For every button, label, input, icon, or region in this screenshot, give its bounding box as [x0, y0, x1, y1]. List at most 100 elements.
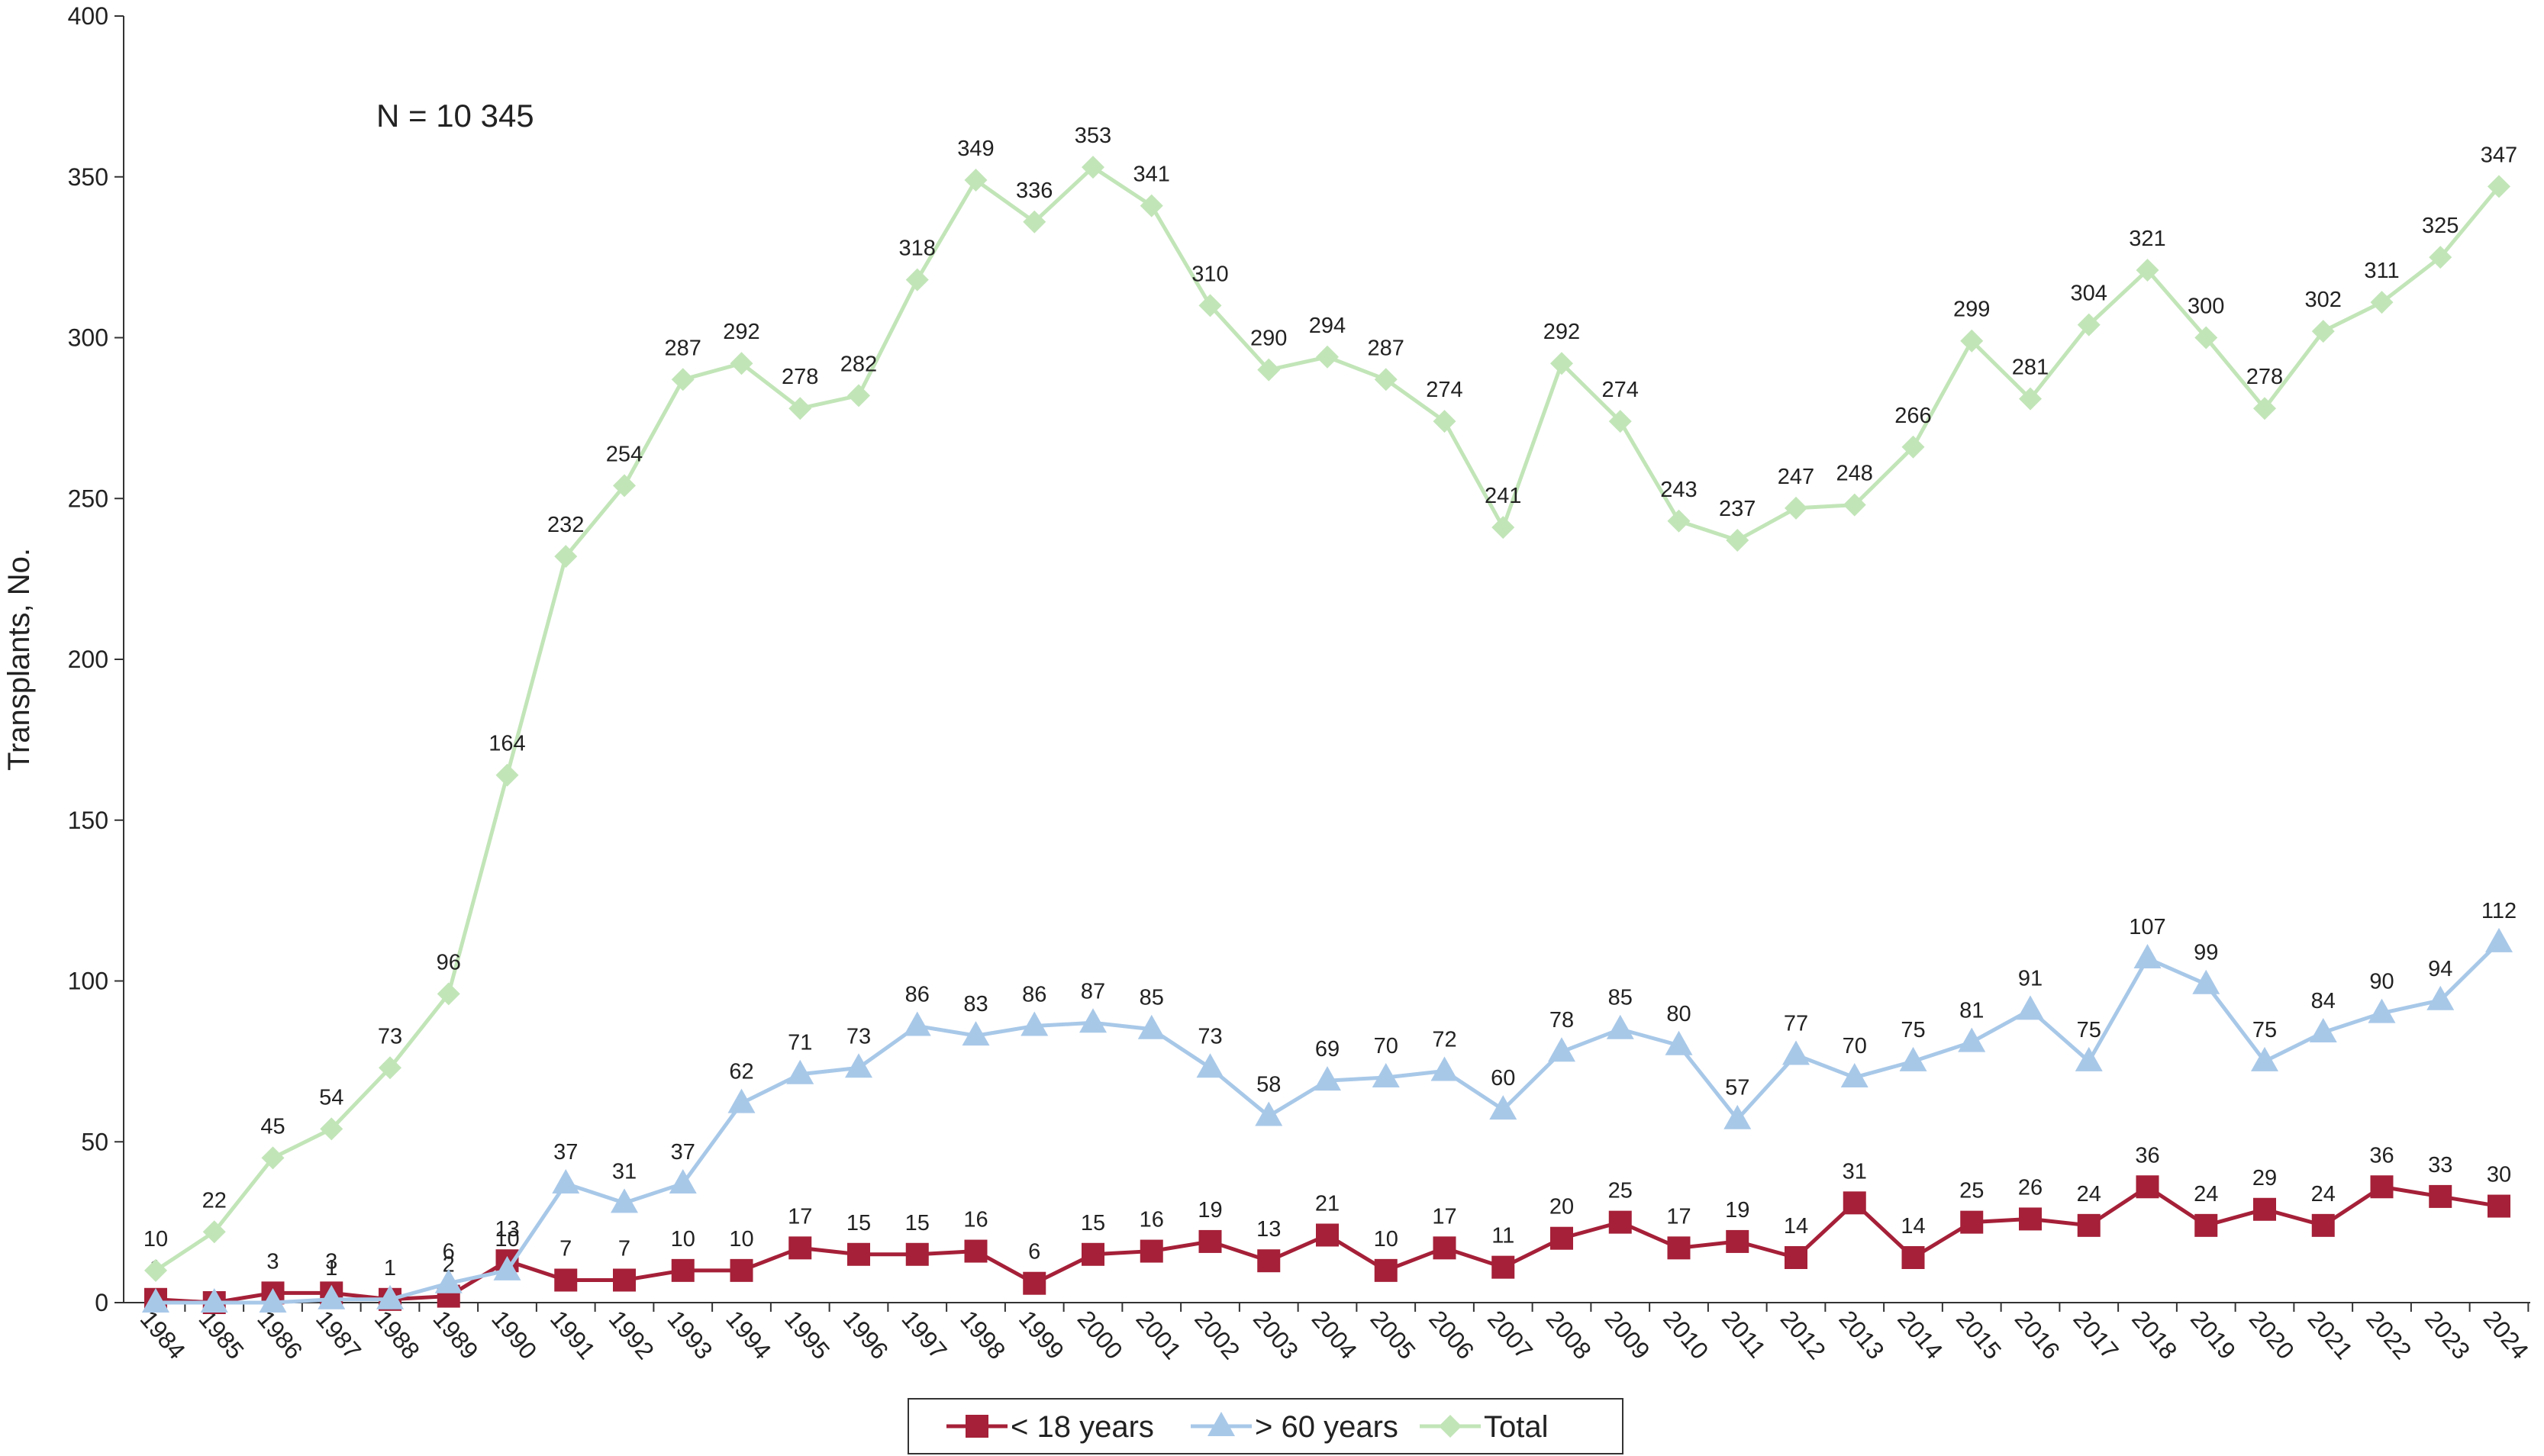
x-tick-label: 1995 — [779, 1305, 835, 1364]
data-point — [1665, 1030, 1693, 1055]
data-point — [1550, 352, 1573, 375]
data-point — [905, 1242, 929, 1266]
data-point — [2311, 320, 2335, 343]
data-label: 31 — [1843, 1159, 1867, 1184]
data-label: 254 — [606, 442, 643, 466]
data-point — [1316, 345, 1339, 369]
data-point — [1608, 1210, 1632, 1234]
data-label: 21 — [1315, 1191, 1340, 1216]
x-tick-label: 1984 — [135, 1305, 191, 1364]
data-point — [1198, 1229, 1222, 1253]
data-point — [434, 1268, 463, 1293]
data-point — [1491, 1255, 1515, 1279]
data-point — [1901, 1245, 1925, 1269]
data-point — [2488, 1194, 2510, 1218]
data-point — [1785, 496, 1807, 520]
x-tick-label: 2023 — [2420, 1305, 2475, 1364]
data-label: 10 — [143, 1227, 168, 1251]
data-label: 292 — [1543, 320, 1580, 344]
data-label: 15 — [846, 1211, 871, 1235]
annotation: N = 10 345 — [376, 98, 534, 134]
x-tick-label: 2008 — [1541, 1305, 1597, 1364]
x-tick-label: 2019 — [2185, 1305, 2241, 1364]
data-label: 287 — [1368, 336, 1404, 360]
data-point — [613, 1268, 636, 1292]
data-label: 341 — [1133, 163, 1170, 187]
data-point — [964, 168, 988, 192]
data-label: 243 — [1660, 478, 1697, 502]
data-label: 3 — [325, 1249, 337, 1274]
data-label: 75 — [1901, 1018, 1925, 1042]
data-point — [2194, 1213, 2218, 1237]
data-point — [1140, 1239, 1163, 1263]
data-point — [2426, 985, 2455, 1010]
data-point — [2075, 1046, 2103, 1071]
data-label: 294 — [1309, 314, 1346, 338]
data-label: 325 — [2422, 214, 2459, 238]
data-point — [495, 763, 519, 787]
data-label: 94 — [2428, 957, 2452, 981]
legend-marker — [1208, 1412, 1235, 1436]
data-label: 17 — [1666, 1204, 1691, 1229]
data-label: 15 — [1081, 1211, 1105, 1235]
data-point — [1843, 493, 1866, 517]
data-point — [259, 1288, 287, 1313]
data-point — [1316, 1223, 1339, 1247]
data-point — [1960, 329, 1984, 353]
data-label: 290 — [1250, 327, 1287, 351]
data-label: 69 — [1315, 1037, 1340, 1061]
y-axis-label: Transplants, No. — [2, 548, 36, 771]
data-point — [376, 1284, 404, 1309]
x-tick-label: 1998 — [955, 1305, 1011, 1364]
data-point — [1140, 194, 1163, 217]
data-point — [202, 1220, 226, 1244]
data-label: 24 — [2077, 1182, 2101, 1206]
x-tick-label: 2009 — [1599, 1305, 1655, 1364]
x-tick-label: 2011 — [1717, 1305, 1772, 1363]
data-point — [2253, 397, 2276, 420]
data-label: 278 — [2246, 365, 2283, 389]
legend-box — [908, 1398, 1623, 1454]
data-point — [730, 352, 753, 375]
data-point — [1608, 410, 1632, 433]
data-point — [1372, 1062, 1400, 1087]
x-tick-label: 2005 — [1365, 1305, 1420, 1364]
data-point — [2309, 1017, 2337, 1042]
x-tick-label: 2018 — [2126, 1305, 2182, 1364]
legend-marker — [1439, 1415, 1462, 1438]
data-label: 24 — [2194, 1182, 2218, 1206]
data-point — [1785, 1245, 1807, 1269]
data-point — [2429, 246, 2452, 269]
data-point — [1430, 1056, 1459, 1081]
y-tick-label: 150 — [68, 807, 108, 834]
data-point — [847, 1242, 870, 1266]
data-label: 11 — [1491, 1224, 1514, 1248]
x-tick-label: 1989 — [427, 1305, 483, 1364]
data-point — [1491, 516, 1515, 540]
data-label: 73 — [378, 1024, 402, 1049]
data-label: 37 — [671, 1140, 695, 1164]
data-point — [1958, 1027, 1986, 1052]
x-tick-label: 2010 — [1658, 1305, 1714, 1364]
data-point — [2192, 969, 2220, 994]
data-label: 25 — [1608, 1179, 1633, 1203]
data-point — [1079, 1008, 1107, 1033]
data-point — [1082, 156, 1104, 179]
x-tick-label: 2016 — [2010, 1305, 2065, 1364]
data-label: 164 — [488, 732, 525, 756]
x-tick-label: 2024 — [2478, 1305, 2534, 1364]
data-point — [2251, 1046, 2278, 1071]
y-tick-label: 400 — [68, 2, 108, 30]
data-point — [1433, 1236, 1456, 1260]
data-point — [2019, 387, 2042, 411]
x-tick-label: 2014 — [1892, 1305, 1948, 1364]
legend-label: Total — [1484, 1410, 1549, 1444]
data-point — [962, 1021, 990, 1046]
data-point — [1843, 1191, 1866, 1215]
x-tick-label: 2000 — [1072, 1305, 1128, 1364]
data-point — [2488, 175, 2510, 198]
data-point — [1840, 1062, 1869, 1087]
data-label: 36 — [2135, 1143, 2159, 1168]
data-label: 70 — [1843, 1034, 1867, 1058]
